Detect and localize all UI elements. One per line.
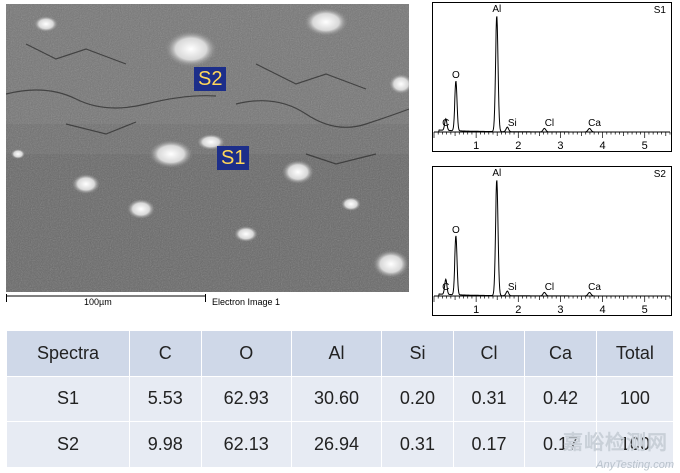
spectrum-id: S2 [654,169,667,180]
spectrum-line [434,180,670,297]
tick-label: 1 [473,304,479,316]
table-cell: 26.94 [290,421,383,468]
peak-label: Cl [545,118,554,129]
table-cell: 100 [595,421,675,468]
header-cell: C [129,330,202,377]
sem-micrograph [6,4,409,292]
table-header-row: Spectra C O Al Si Cl Ca Total [6,330,675,377]
peak-label: O [452,225,460,236]
tick-label: 2 [515,140,521,152]
peak-label: C [442,118,449,129]
table-cell: 0.31 [452,375,526,423]
peak-label: Si [508,282,517,293]
table-cell: 62.13 [200,421,292,468]
table-cell: 100 [595,375,675,423]
micrograph-label-s1: S1 [217,146,250,170]
table-cell: 5.53 [129,375,202,423]
table-cell: S1 [6,375,130,423]
tick-label: 3 [557,140,563,152]
table-cell: 9.98 [129,421,202,468]
peak-label: C [442,282,449,293]
table-cell: 62.93 [200,375,292,423]
tick-label: 5 [642,140,648,152]
tick-label: 1 [473,140,479,152]
peak-label: Al [492,168,501,179]
peak-label: O [452,70,460,81]
table-cell: 0.42 [524,375,597,423]
peak-label: Al [492,4,501,15]
header-cell: Al [290,330,383,377]
peak-label: Si [508,118,517,129]
spectrum-frame [432,166,672,316]
micrograph-label-s2: S2 [194,67,227,91]
table-row: S2 9.98 62.13 26.94 0.31 0.17 0.17 100 [6,421,675,468]
table-cell: 30.60 [290,375,383,423]
table-cell: S2 [6,421,130,468]
header-cell: O [200,330,292,377]
peak-label: Cl [545,282,554,293]
tick-label: 5 [642,304,648,316]
header-cell: Total [595,330,675,377]
tick-label: 3 [557,304,563,316]
header-cell: Ca [524,330,597,377]
eds-spectrum-s1: S1 1 2 3 4 5 C O Al Si Cl Ca [432,2,672,152]
composition-table: Spectra C O Al Si Cl Ca Total S1 5.53 62… [6,330,675,468]
header-cell: Si [381,330,454,377]
header-cell: Spectra [6,330,130,377]
peak-label: Ca [588,118,601,129]
spectrum-line [434,16,670,133]
eds-spectrum-s2: S2 1 2 3 4 5 C O Al Si Cl Ca [432,166,672,316]
tick-label: 4 [600,140,606,152]
header-cell: Cl [452,330,526,377]
table-row: S1 5.53 62.93 30.60 0.20 0.31 0.42 100 [6,375,675,423]
scale-bar-label: 100µm [84,297,112,307]
spectrum-frame [432,2,672,152]
peak-label: Ca [588,282,601,293]
tick-label: 2 [515,304,521,316]
watermark-en: AnyTesting.com [596,459,674,471]
table-cell: 0.31 [381,421,454,468]
table-cell: 0.17 [452,421,526,468]
table-cell: 0.17 [524,421,597,468]
watermark-cn: 嘉峪检测网 [563,432,668,454]
image-caption: Electron Image 1 [212,297,281,307]
scale-bar [6,294,206,302]
table-cell: 0.20 [381,375,454,423]
spectrum-id: S1 [654,5,667,16]
tick-label: 4 [600,304,606,316]
